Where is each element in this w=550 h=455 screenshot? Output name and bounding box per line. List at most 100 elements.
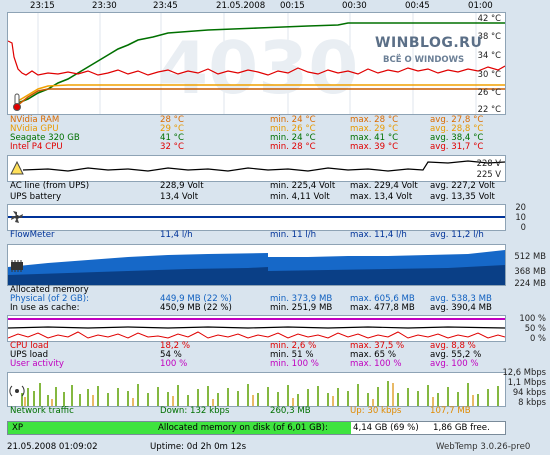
network-graph (7, 372, 506, 407)
sensor-min: min. 26 °C (270, 124, 316, 134)
sensor-current: 11,4 l/h (160, 230, 193, 240)
sensor-current: 29 °C (160, 124, 184, 134)
sensor-avg: avg. 55,2 % (430, 350, 482, 360)
memory-graph (7, 244, 506, 286)
sensor-name: FlowMeter (10, 230, 55, 240)
axis-label: 0 % (530, 333, 546, 343)
sensor-name: Allocated memory (10, 285, 89, 295)
time-label: 01:00 (468, 1, 493, 11)
network-label: Network traffic (10, 406, 74, 416)
temperature-graph: 4030 42 °C 38 °C 34 °C 30 °C 26 °C 22 °C (7, 12, 506, 115)
memory-chip-icon (11, 260, 23, 272)
axis-label: 228 V (476, 158, 501, 168)
flow-graph (7, 204, 506, 231)
sensor-min: min. 24 °C (270, 115, 316, 125)
sensor-avg: avg. 227,2 Volt (430, 181, 495, 191)
sensor-current: 41 °C (160, 133, 184, 143)
sensor-current: 28 °C (160, 115, 184, 125)
load-plot (8, 318, 505, 339)
voltage-graph: 228 V 225 V (7, 155, 506, 182)
sensor-current: 13,4 Volt (160, 192, 199, 202)
disk-label: Allocated memory on disk (of 6,01 GB): (158, 423, 328, 433)
axis-label: 100 % (519, 313, 546, 323)
sensor-current: 32 °C (160, 142, 184, 152)
axis-label: 94 kbps (512, 387, 546, 397)
sensor-avg: avg. 27,8 °C (430, 115, 484, 125)
sensor-avg: avg. 538,3 MB (430, 294, 492, 304)
axis-label: 10 (515, 212, 526, 222)
sensor-name: Seagate 320 GB (10, 133, 80, 143)
sensor-avg: avg. 100 % (430, 359, 479, 369)
sensor-min: min. 4,11 Volt (270, 192, 330, 202)
sensor-min: min. 100 % (270, 359, 319, 369)
sensor-min: min. 373,9 MB (270, 294, 333, 304)
load-graph (7, 315, 506, 342)
sensor-min: min. 11 l/h (270, 230, 317, 240)
sensor-current: 100 % (160, 359, 188, 369)
temperature-plot: 4030 (8, 13, 505, 114)
network-icon (9, 385, 25, 397)
voltage-plot (22, 160, 505, 172)
sensor-max: max. 13,4 Volt (350, 192, 413, 202)
network-up: Up: 30 kbps (350, 406, 402, 416)
disk-free: 1,86 GB free. (433, 423, 490, 433)
sensor-name: In use as cache: (10, 303, 80, 313)
sensor-min: min. 24 °C (270, 133, 316, 143)
sensor-avg: avg. 38,4 °C (430, 133, 484, 143)
series-seagate (17, 22, 505, 104)
sensor-min: min. 28 °C (270, 142, 316, 152)
sensor-name: User activity (10, 359, 64, 369)
sensor-avg: avg. 31,7 °C (430, 142, 484, 152)
sensor-current: 18,2 % (160, 341, 191, 351)
sensor-name: NVidia GPU (10, 124, 59, 134)
sensor-max: max. 37,5 % (350, 341, 405, 351)
sensor-min: min. 251,9 MB (270, 303, 333, 313)
network-plot (21, 381, 499, 406)
axis-label: 38 °C (477, 31, 501, 41)
sensor-max: max. 41 °C (350, 133, 399, 143)
flow-plot (8, 216, 505, 218)
sensor-avg: avg. 13,35 Volt (430, 192, 495, 202)
sensor-avg: avg. 28,8 °C (430, 124, 484, 134)
axis-label: 34 °C (477, 50, 501, 60)
sensor-name: Intel P4 CPU (10, 142, 63, 152)
disk-usage-bar: XP Allocated memory on disk (of 6,01 GB)… (7, 421, 506, 435)
network-down-total: 260,3 MB (270, 406, 311, 416)
axis-label: 22 °C (477, 104, 501, 114)
disk-usage-fill (8, 422, 351, 434)
network-up-total: 107,7 MB (430, 406, 471, 416)
warning-icon (10, 161, 24, 175)
network-down: Down: 132 kbps (160, 406, 230, 416)
sensor-current: 54 % (160, 350, 182, 360)
axis-label: 26 °C (477, 87, 501, 97)
sensor-current: 449,9 MB (22 %) (160, 294, 232, 304)
time-label: 23:15 (30, 1, 55, 11)
sensor-name: NVidia RAM (10, 115, 60, 125)
sensor-name: Physical (of 2 GB): (10, 294, 90, 304)
status-bar: 21.05.2008 01:09:02 Uptime: 0d 2h 0m 12s… (0, 440, 550, 455)
time-label: 23:45 (153, 1, 178, 11)
svg-text:4030: 4030 (158, 26, 358, 110)
axis-label: 224 MB (514, 278, 546, 288)
sensor-max: max. 39 °C (350, 142, 399, 152)
sensor-max: max. 29 °C (350, 124, 399, 134)
sensor-name: UPS battery (10, 192, 62, 202)
fan-icon (11, 211, 23, 223)
axis-label: 225 V (476, 169, 501, 179)
axis-label: 0 (520, 222, 526, 232)
status-uptime: Uptime: 0d 2h 0m 12s (150, 442, 247, 452)
time-label: 21.05.2008 (216, 1, 266, 11)
sensor-max: max. 11,4 l/h (350, 230, 407, 240)
axis-label: 8 kbps (518, 397, 546, 407)
series-ram (17, 88, 505, 106)
status-version: WebTemp 3.0.26-pre0 (436, 442, 531, 452)
sensor-avg: avg. 11,2 l/h (430, 230, 484, 240)
disk-name: XP (12, 423, 24, 433)
series-gpu (17, 84, 505, 102)
status-datetime: 21.05.2008 01:09:02 (7, 442, 98, 452)
sensor-min: min. 2,6 % (270, 341, 317, 351)
watermark-title: WINBLOG.RU (375, 35, 483, 51)
time-axis: 23:15 23:30 23:45 21.05.2008 00:15 00:30… (0, 0, 550, 12)
axis-label: 368 MB (514, 266, 546, 276)
axis-label: 512 MB (514, 251, 546, 261)
